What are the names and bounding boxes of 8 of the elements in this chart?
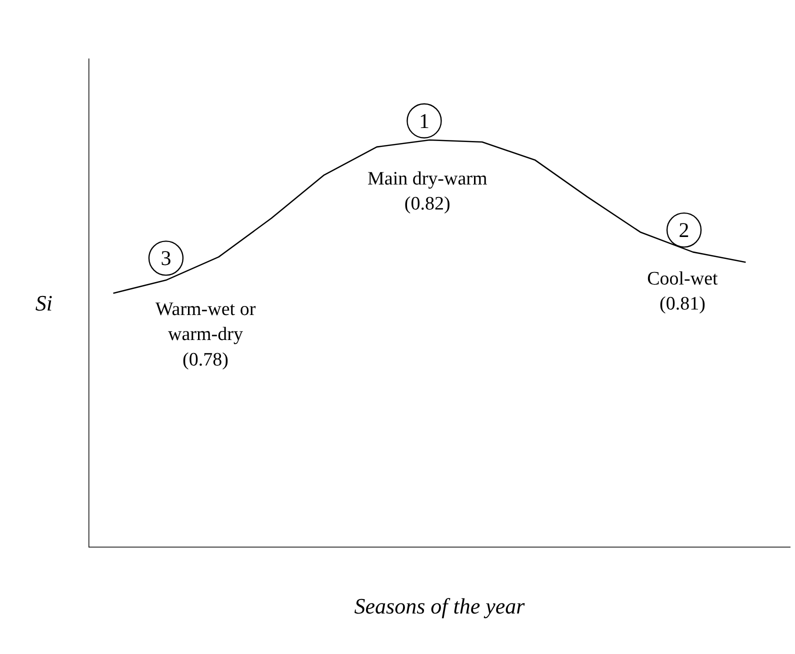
annotation: Cool-wet (0.81) <box>647 268 719 315</box>
x-axis-title: Seasons of the year <box>354 594 526 618</box>
annotation: 2 <box>678 218 690 242</box>
y-axis-title: Si <box>35 290 53 316</box>
text: 1 <box>418 108 430 133</box>
annotation: Warm-wet or warm-dry (0.78) <box>155 298 256 370</box>
annotation: Main dry-warm (0.82) <box>367 168 488 215</box>
annotation: 3 <box>160 246 172 270</box>
